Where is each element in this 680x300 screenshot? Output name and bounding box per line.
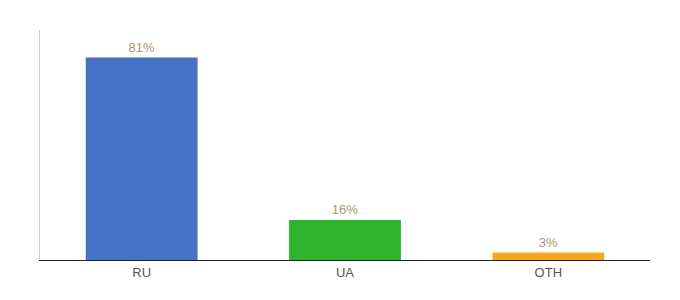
- svg-text:3%: 3%: [539, 235, 558, 250]
- svg-text:RU: RU: [132, 265, 151, 280]
- svg-text:UA: UA: [336, 265, 354, 280]
- svg-text:81%: 81%: [128, 40, 154, 55]
- svg-text:OTH: OTH: [535, 265, 562, 280]
- svg-text:16%: 16%: [332, 202, 358, 217]
